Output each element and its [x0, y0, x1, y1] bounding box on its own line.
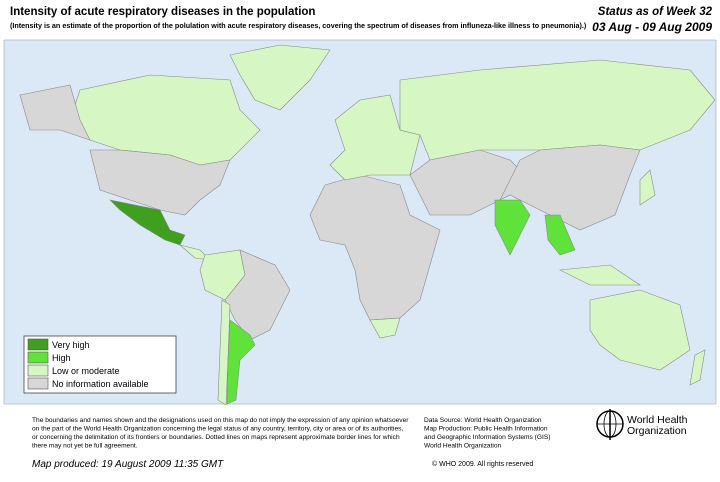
footer: © WHO 2009. All rights reserved Map prod…: [32, 409, 688, 470]
legend-swatch: [27, 338, 49, 351]
legend-box: [23, 335, 177, 394]
source-line: Map Production: Public Health Informatio…: [424, 426, 548, 433]
status: Status as of Week 32: [598, 6, 713, 18]
legend: Very high High Low or moderate No informati…: [27, 338, 149, 390]
title: Intensity of acute respiratory diseases …: [10, 6, 315, 18]
alaska: [19, 84, 91, 141]
southern-africa: [369, 317, 401, 339]
greenland: [229, 44, 331, 111]
new-zealand: [689, 349, 706, 386]
subtitle: (Intensity is an estimate of the proport…: [10, 21, 587, 30]
legend-label: Low or moderate: [52, 366, 120, 376]
japan: [639, 169, 656, 206]
copyright: © WHO 2009. All rights reserved: [432, 460, 533, 468]
org-name: Organization: [627, 425, 687, 437]
source-line: Data Source: World Health Organization: [424, 417, 542, 424]
who-emblem: [596, 409, 624, 440]
legend-swatch: [27, 377, 49, 390]
indonesia: [558, 264, 641, 286]
india: [494, 199, 531, 256]
argentina: [226, 319, 256, 405]
legend-swatch: [27, 351, 49, 364]
usa: [89, 149, 231, 216]
legend-label: No information available: [52, 379, 149, 389]
map-produced: Map produced: 19 August 2009 11:35 GMT: [32, 459, 224, 470]
disclaimer-line: on the part of the World Health Organiza…: [32, 426, 403, 433]
legend-label: High: [52, 353, 71, 363]
disclaimer-line: The boundaries and names shown and the d…: [32, 417, 409, 424]
landmasses: [19, 44, 716, 406]
australia: [589, 289, 691, 371]
dates: 03 Aug - 09 Aug 2009: [592, 20, 712, 34]
disclaimer-line: or concerning the delimitation of its fr…: [32, 434, 400, 441]
legend-swatch: [27, 364, 49, 377]
source-line: and Geographic Information Systems (GIS): [424, 434, 550, 441]
source-line: World Health Organization: [424, 443, 502, 450]
chile: [217, 299, 231, 406]
disclaimer-line: there may not yet be full agreement.: [32, 443, 138, 450]
org-name: World Health: [627, 414, 688, 426]
legend-label: Very high: [52, 340, 90, 350]
china: [499, 144, 641, 231]
southeast-asia: [544, 214, 576, 256]
